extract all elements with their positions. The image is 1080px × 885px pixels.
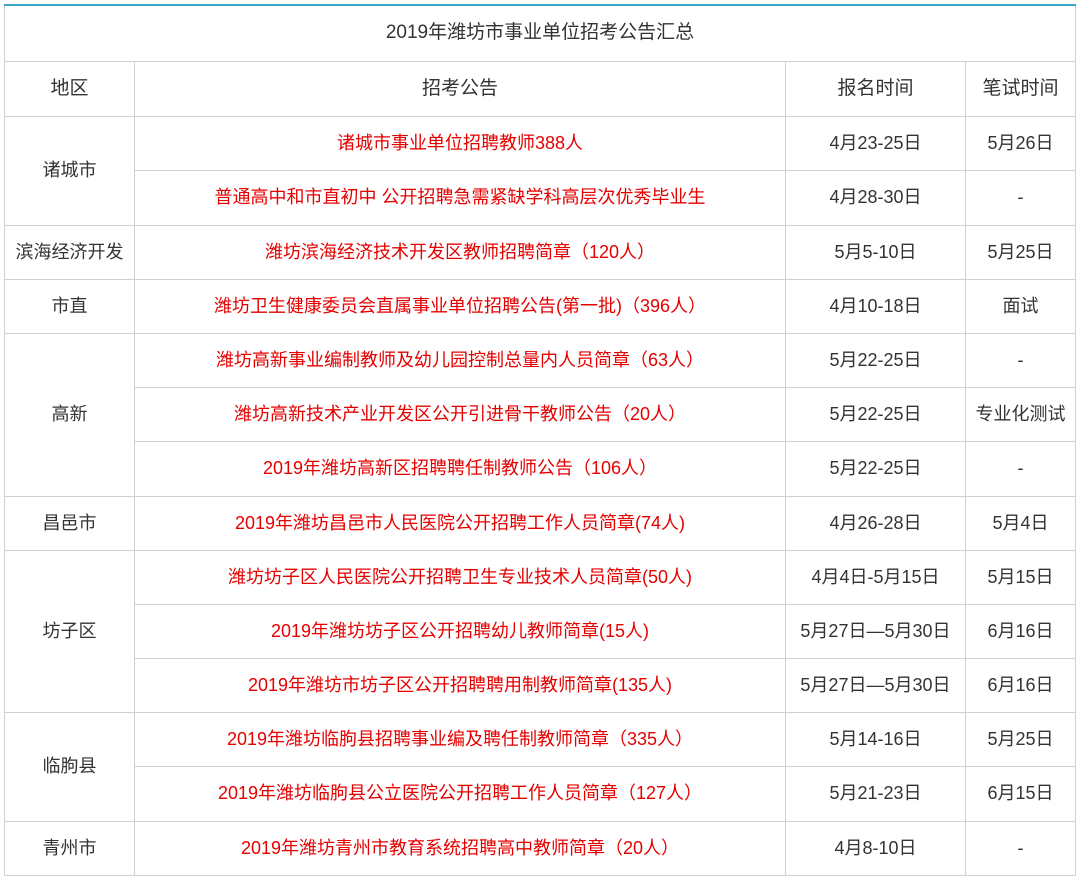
cell-notice-link[interactable]: 2019年潍坊坊子区公开招聘幼儿教师简章(15人)	[135, 604, 786, 658]
cell-apply-time: 5月14-16日	[785, 713, 965, 767]
cell-notice-link[interactable]: 潍坊高新技术产业开发区公开引进骨干教师公告（20人）	[135, 388, 786, 442]
cell-exam-time: -	[965, 821, 1075, 875]
cell-apply-time: 5月22-25日	[785, 388, 965, 442]
table-row: 青州市2019年潍坊青州市教育系统招聘高中教师简章（20人）4月8-10日-	[5, 821, 1076, 875]
table-row: 昌邑市2019年潍坊昌邑市人民医院公开招聘工作人员简章(74人)4月26-28日…	[5, 496, 1076, 550]
cell-region: 市直	[5, 279, 135, 333]
cell-notice-link[interactable]: 潍坊高新事业编制教师及幼儿园控制总量内人员简章（63人）	[135, 333, 786, 387]
cell-exam-time: 6月16日	[965, 604, 1075, 658]
cell-apply-time: 5月27日—5月30日	[785, 659, 965, 713]
table-container: 2019年潍坊市事业单位招考公告汇总 地区 招考公告 报名时间 笔试时间 诸城市…	[0, 0, 1080, 880]
cell-region: 高新	[5, 333, 135, 496]
table-header-row: 地区 招考公告 报名时间 笔试时间	[5, 61, 1076, 117]
cell-region: 临朐县	[5, 713, 135, 821]
cell-apply-time: 5月21-23日	[785, 767, 965, 821]
table-row: 2019年潍坊高新区招聘聘任制教师公告（106人）5月22-25日-	[5, 442, 1076, 496]
cell-apply-time: 4月4日-5月15日	[785, 550, 965, 604]
cell-exam-time: 5月26日	[965, 117, 1075, 171]
cell-notice-link[interactable]: 2019年潍坊昌邑市人民医院公开招聘工作人员简章(74人)	[135, 496, 786, 550]
cell-apply-time: 5月5-10日	[785, 225, 965, 279]
cell-notice-link[interactable]: 2019年潍坊青州市教育系统招聘高中教师简章（20人）	[135, 821, 786, 875]
cell-exam-time: 5月15日	[965, 550, 1075, 604]
cell-notice-link[interactable]: 普通高中和市直初中 公开招聘急需紧缺学科高层次优秀毕业生	[135, 171, 786, 225]
table-row: 坊子区潍坊坊子区人民医院公开招聘卫生专业技术人员简章(50人)4月4日-5月15…	[5, 550, 1076, 604]
col-header-region: 地区	[5, 61, 135, 117]
table-title-row: 2019年潍坊市事业单位招考公告汇总	[5, 5, 1076, 61]
cell-apply-time: 4月23-25日	[785, 117, 965, 171]
cell-apply-time: 5月27日—5月30日	[785, 604, 965, 658]
table-row: 2019年潍坊临朐县公立医院公开招聘工作人员简章（127人）5月21-23日6月…	[5, 767, 1076, 821]
cell-exam-time: 5月25日	[965, 713, 1075, 767]
cell-apply-time: 4月8-10日	[785, 821, 965, 875]
table-row: 诸城市诸城市事业单位招聘教师388人4月23-25日5月26日	[5, 117, 1076, 171]
cell-apply-time: 4月28-30日	[785, 171, 965, 225]
cell-notice-link[interactable]: 2019年潍坊临朐县招聘事业编及聘任制教师简章（335人）	[135, 713, 786, 767]
cell-notice-link[interactable]: 潍坊坊子区人民医院公开招聘卫生专业技术人员简章(50人)	[135, 550, 786, 604]
col-header-apply: 报名时间	[785, 61, 965, 117]
cell-exam-time: 面试	[965, 279, 1075, 333]
cell-apply-time: 4月26-28日	[785, 496, 965, 550]
cell-exam-time: 6月16日	[965, 659, 1075, 713]
table-row: 2019年潍坊坊子区公开招聘幼儿教师简章(15人)5月27日—5月30日6月16…	[5, 604, 1076, 658]
cell-region: 滨海经济开发	[5, 225, 135, 279]
cell-apply-time: 5月22-25日	[785, 333, 965, 387]
table-row: 潍坊高新技术产业开发区公开引进骨干教师公告（20人）5月22-25日专业化测试	[5, 388, 1076, 442]
cell-apply-time: 4月10-18日	[785, 279, 965, 333]
cell-region: 昌邑市	[5, 496, 135, 550]
cell-region: 坊子区	[5, 550, 135, 713]
cell-region: 青州市	[5, 821, 135, 875]
table-row: 2019年潍坊市坊子区公开招聘聘用制教师简章(135人)5月27日—5月30日6…	[5, 659, 1076, 713]
cell-exam-time: -	[965, 171, 1075, 225]
table-row: 高新潍坊高新事业编制教师及幼儿园控制总量内人员简章（63人）5月22-25日-	[5, 333, 1076, 387]
col-header-exam: 笔试时间	[965, 61, 1075, 117]
cell-region: 诸城市	[5, 117, 135, 225]
cell-notice-link[interactable]: 潍坊卫生健康委员会直属事业单位招聘公告(第一批)（396人）	[135, 279, 786, 333]
table-row: 普通高中和市直初中 公开招聘急需紧缺学科高层次优秀毕业生4月28-30日-	[5, 171, 1076, 225]
cell-exam-time: 6月15日	[965, 767, 1075, 821]
cell-exam-time: 专业化测试	[965, 388, 1075, 442]
table-title: 2019年潍坊市事业单位招考公告汇总	[5, 5, 1076, 61]
cell-exam-time: 5月25日	[965, 225, 1075, 279]
cell-exam-time: -	[965, 442, 1075, 496]
cell-notice-link[interactable]: 2019年潍坊临朐县公立医院公开招聘工作人员简章（127人）	[135, 767, 786, 821]
table-row: 滨海经济开发潍坊滨海经济技术开发区教师招聘简章（120人）5月5-10日5月25…	[5, 225, 1076, 279]
table-row: 临朐县2019年潍坊临朐县招聘事业编及聘任制教师简章（335人）5月14-16日…	[5, 713, 1076, 767]
col-header-notice: 招考公告	[135, 61, 786, 117]
table-row: 市直潍坊卫生健康委员会直属事业单位招聘公告(第一批)（396人）4月10-18日…	[5, 279, 1076, 333]
cell-exam-time: 5月4日	[965, 496, 1075, 550]
cell-notice-link[interactable]: 2019年潍坊高新区招聘聘任制教师公告（106人）	[135, 442, 786, 496]
cell-notice-link[interactable]: 诸城市事业单位招聘教师388人	[135, 117, 786, 171]
recruitment-table: 2019年潍坊市事业单位招考公告汇总 地区 招考公告 报名时间 笔试时间 诸城市…	[4, 4, 1076, 876]
cell-notice-link[interactable]: 2019年潍坊市坊子区公开招聘聘用制教师简章(135人)	[135, 659, 786, 713]
cell-apply-time: 5月22-25日	[785, 442, 965, 496]
cell-notice-link[interactable]: 潍坊滨海经济技术开发区教师招聘简章（120人）	[135, 225, 786, 279]
cell-exam-time: -	[965, 333, 1075, 387]
